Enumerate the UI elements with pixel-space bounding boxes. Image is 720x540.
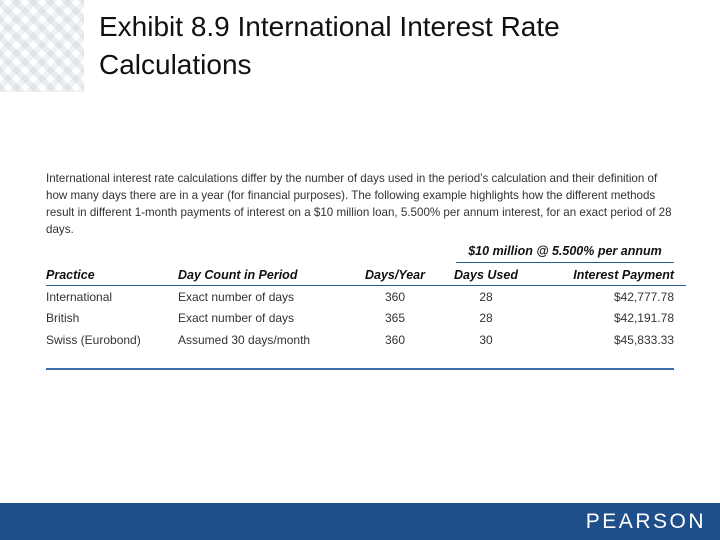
interest-table: Practice Day Count in Period Days/Year D… <box>46 264 686 351</box>
cell-practice: British <box>46 311 80 326</box>
pearson-logo: PEARSON <box>585 510 706 533</box>
column-header-days-year: Days/Year <box>350 264 440 286</box>
intro-paragraph: International interest rate calculations… <box>46 172 672 236</box>
cell-day-count: Exact number of days <box>178 289 295 304</box>
column-header-day-count: Day Count in Period <box>178 264 350 286</box>
table-row: International Exact number of days 360 2… <box>46 286 686 308</box>
cell-days-used: 28 <box>479 289 493 304</box>
page-title: Exhibit 8.9 International Interest Rate … <box>99 11 560 80</box>
column-header-interest-payment: Interest Payment <box>532 264 686 286</box>
cell-days-year: 365 <box>384 311 406 326</box>
table-bottom-rule <box>46 367 674 370</box>
interest-table-container: $10 million @ 5.500% per annum Practice … <box>46 244 686 370</box>
cell-day-count: Assumed 30 days/month <box>178 332 311 347</box>
cell-interest-payment: $42,777.78 <box>613 289 674 304</box>
cell-interest-payment: $45,833.33 <box>613 332 674 347</box>
cell-interest-payment: $42,191.78 <box>613 311 674 326</box>
table-header-row: Practice Day Count in Period Days/Year D… <box>46 264 686 286</box>
column-header-days-used: Days Used <box>440 264 532 286</box>
footer-bar: PEARSON <box>0 503 720 540</box>
corner-decoration <box>0 0 84 92</box>
group-header: $10 million @ 5.500% per annum <box>46 244 674 264</box>
column-header-practice: Practice <box>46 264 178 286</box>
cell-days-used: 28 <box>479 311 493 326</box>
group-header-label: $10 million @ 5.500% per annum <box>468 244 662 258</box>
table-row: British Exact number of days 365 28 $42,… <box>46 308 686 330</box>
table-row: Swiss (Eurobond) Assumed 30 days/month 3… <box>46 329 686 351</box>
group-header-rule <box>456 262 674 263</box>
cell-day-count: Exact number of days <box>178 311 295 326</box>
cell-days-year: 360 <box>384 289 406 304</box>
cell-practice: Swiss (Eurobond) <box>46 332 141 347</box>
cell-days-year: 360 <box>384 332 406 347</box>
cell-practice: International <box>46 289 113 304</box>
cell-days-used: 30 <box>479 332 493 347</box>
